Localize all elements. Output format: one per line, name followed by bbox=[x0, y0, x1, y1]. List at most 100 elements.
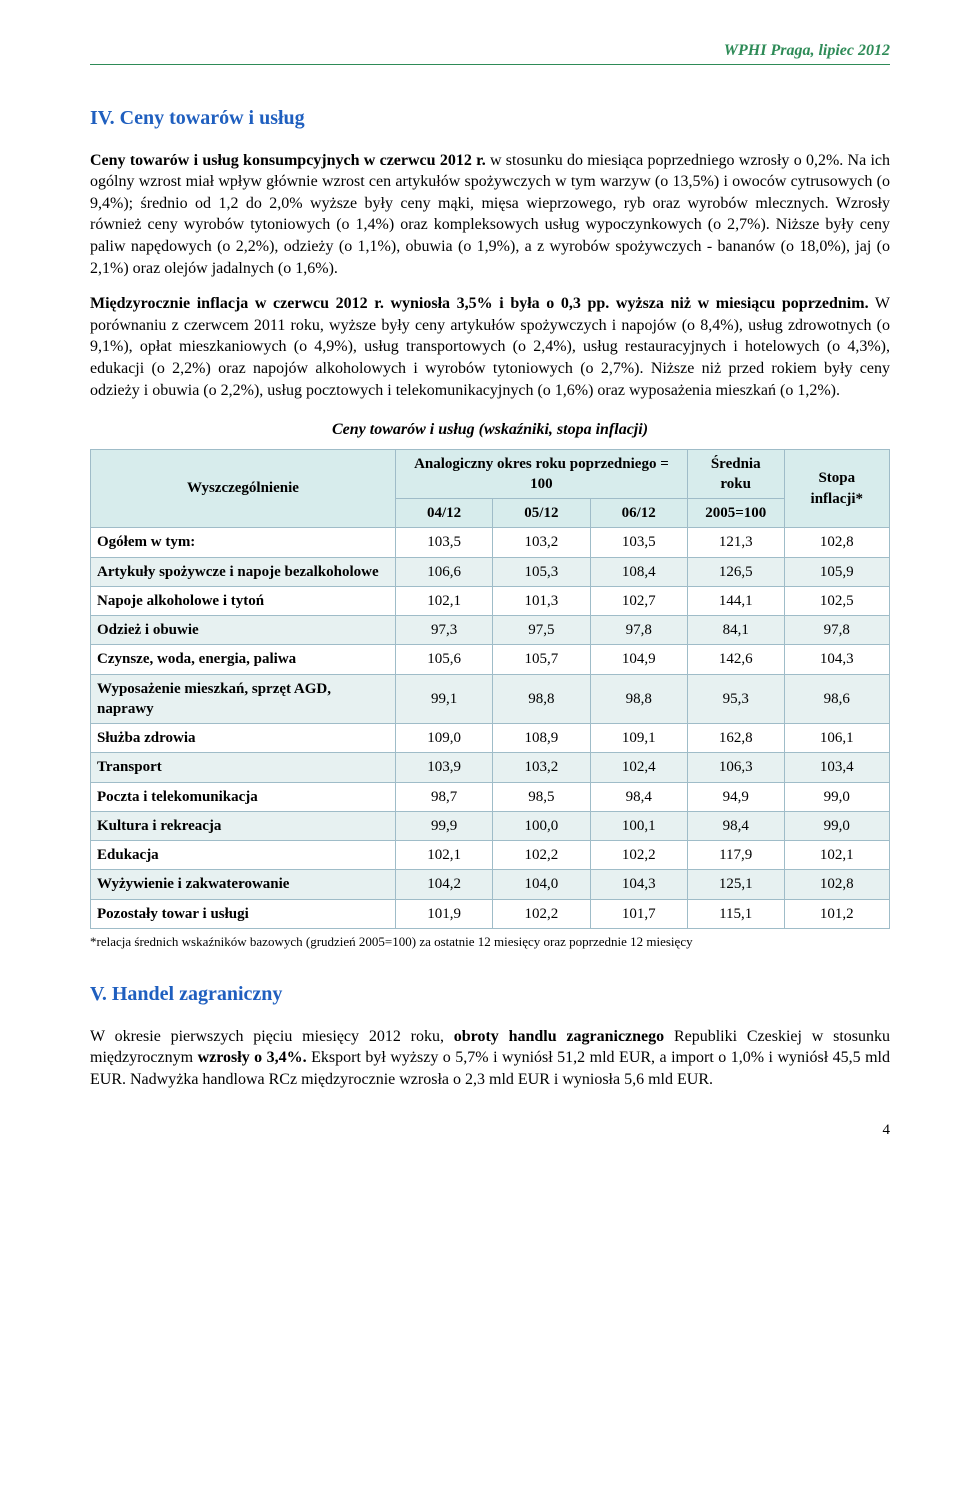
row-value: 98,4 bbox=[590, 782, 687, 811]
table-row: Służba zdrowia109,0108,9109,1162,8106,1 bbox=[91, 724, 890, 753]
row-value: 99,9 bbox=[395, 811, 492, 840]
table-row: Kultura i rekreacja99,9100,0100,198,499,… bbox=[91, 811, 890, 840]
row-value: 98,4 bbox=[687, 811, 784, 840]
section-v-paragraph-1: W okresie pierwszych pięciu miesięcy 201… bbox=[90, 1026, 890, 1091]
row-value: 105,9 bbox=[784, 557, 889, 586]
row-label: Ogółem w tym: bbox=[91, 528, 396, 557]
row-value: 101,9 bbox=[395, 899, 492, 928]
page-container: WPHI Praga, lipiec 2012 IV. Ceny towarów… bbox=[0, 0, 960, 1171]
row-value: 97,8 bbox=[784, 616, 889, 645]
table-row: Artykuły spożywcze i napoje bezalkoholow… bbox=[91, 557, 890, 586]
row-value: 121,3 bbox=[687, 528, 784, 557]
th-inflation: Stopa inflacji* bbox=[784, 449, 889, 528]
row-label: Wyposażenie mieszkań, sprzęt AGD, napraw… bbox=[91, 674, 396, 724]
row-value: 100,1 bbox=[590, 811, 687, 840]
row-value: 94,9 bbox=[687, 782, 784, 811]
row-value: 115,1 bbox=[687, 899, 784, 928]
page-number: 4 bbox=[90, 1120, 890, 1140]
section-iv-paragraph-1: Ceny towarów i usług konsumpcyjnych w cz… bbox=[90, 150, 890, 280]
p3-bold: Międzyrocznie inflacja w czerwcu 2012 r.… bbox=[90, 295, 869, 312]
row-value: 125,1 bbox=[687, 870, 784, 899]
row-value: 162,8 bbox=[687, 724, 784, 753]
row-label: Kultura i rekreacja bbox=[91, 811, 396, 840]
th-category: Wyszczególnienie bbox=[91, 449, 396, 528]
row-label: Transport bbox=[91, 753, 396, 782]
row-label: Pozostały towar i usługi bbox=[91, 899, 396, 928]
row-value: 101,3 bbox=[493, 586, 590, 615]
row-value: 117,9 bbox=[687, 841, 784, 870]
row-value: 102,8 bbox=[784, 528, 889, 557]
row-value: 103,2 bbox=[493, 753, 590, 782]
row-value: 102,2 bbox=[493, 899, 590, 928]
row-value: 103,5 bbox=[590, 528, 687, 557]
row-value: 105,3 bbox=[493, 557, 590, 586]
row-value: 105,7 bbox=[493, 645, 590, 674]
row-value: 102,1 bbox=[784, 841, 889, 870]
section-iv-paragraph-2: Międzyrocznie inflacja w czerwcu 2012 r.… bbox=[90, 293, 890, 401]
table-head: Wyszczególnienie Analogiczny okres roku … bbox=[91, 449, 890, 528]
row-value: 102,7 bbox=[590, 586, 687, 615]
row-value: 144,1 bbox=[687, 586, 784, 615]
row-value: 108,9 bbox=[493, 724, 590, 753]
row-value: 104,9 bbox=[590, 645, 687, 674]
row-value: 104,0 bbox=[493, 870, 590, 899]
row-value: 102,1 bbox=[395, 841, 492, 870]
th-0412: 04/12 bbox=[395, 499, 492, 528]
row-value: 103,4 bbox=[784, 753, 889, 782]
p1-rest: w stosunku do miesiąca poprzedniego wzro… bbox=[486, 152, 844, 169]
row-label: Wyżywienie i zakwaterowanie bbox=[91, 870, 396, 899]
row-label: Poczta i telekomunikacja bbox=[91, 782, 396, 811]
table-row: Napoje alkoholowe i tytoń102,1101,3102,7… bbox=[91, 586, 890, 615]
row-value: 100,0 bbox=[493, 811, 590, 840]
row-value: 97,5 bbox=[493, 616, 590, 645]
row-label: Napoje alkoholowe i tytoń bbox=[91, 586, 396, 615]
row-value: 103,5 bbox=[395, 528, 492, 557]
row-value: 99,1 bbox=[395, 674, 492, 724]
row-value: 97,3 bbox=[395, 616, 492, 645]
row-value: 109,1 bbox=[590, 724, 687, 753]
row-value: 105,6 bbox=[395, 645, 492, 674]
table-title: Ceny towarów i usług (wskaźniki, stopa i… bbox=[90, 419, 890, 441]
table-row: Transport103,9103,2102,4106,3103,4 bbox=[91, 753, 890, 782]
row-label: Odzież i obuwie bbox=[91, 616, 396, 645]
v-p1b1: obroty handlu zagranicznego bbox=[454, 1028, 664, 1045]
table-row: Ogółem w tym:103,5103,2103,5121,3102,8 bbox=[91, 528, 890, 557]
top-header: WPHI Praga, lipiec 2012 bbox=[90, 40, 890, 65]
row-value: 101,2 bbox=[784, 899, 889, 928]
table-row: Wyżywienie i zakwaterowanie104,2104,0104… bbox=[91, 870, 890, 899]
row-value: 98,5 bbox=[493, 782, 590, 811]
table-body: Ogółem w tym:103,5103,2103,5121,3102,8Ar… bbox=[91, 528, 890, 929]
row-value: 99,0 bbox=[784, 811, 889, 840]
row-value: 102,2 bbox=[493, 841, 590, 870]
table-row: Odzież i obuwie97,397,597,884,197,8 bbox=[91, 616, 890, 645]
row-value: 126,5 bbox=[687, 557, 784, 586]
th-0512: 05/12 bbox=[493, 499, 590, 528]
row-value: 142,6 bbox=[687, 645, 784, 674]
row-value: 102,2 bbox=[590, 841, 687, 870]
table-row: Poczta i telekomunikacja98,798,598,494,9… bbox=[91, 782, 890, 811]
p2: Na ich ogólny wzrost miał wpływ głównie … bbox=[90, 152, 890, 277]
section-v-title: V. Handel zagraniczny bbox=[90, 981, 890, 1008]
row-value: 104,3 bbox=[590, 870, 687, 899]
th-group: Analogiczny okres roku poprzedniego = 10… bbox=[395, 449, 687, 499]
row-value: 98,6 bbox=[784, 674, 889, 724]
row-label: Edukacja bbox=[91, 841, 396, 870]
row-value: 101,7 bbox=[590, 899, 687, 928]
v-p1b2: wzrosły o 3,4%. bbox=[198, 1049, 307, 1066]
table-row: Czynsze, woda, energia, paliwa105,6105,7… bbox=[91, 645, 890, 674]
price-index-table: Wyszczególnienie Analogiczny okres roku … bbox=[90, 449, 890, 929]
table-row: Edukacja102,1102,2102,2117,9102,1 bbox=[91, 841, 890, 870]
v-p1a: W okresie pierwszych pięciu miesięcy 201… bbox=[90, 1028, 454, 1045]
row-value: 109,0 bbox=[395, 724, 492, 753]
section-iv-title: IV. Ceny towarów i usług bbox=[90, 105, 890, 132]
row-value: 84,1 bbox=[687, 616, 784, 645]
row-value: 104,3 bbox=[784, 645, 889, 674]
row-value: 106,3 bbox=[687, 753, 784, 782]
p1-bold: Ceny towarów i usług konsumpcyjnych w cz… bbox=[90, 152, 486, 169]
row-value: 104,2 bbox=[395, 870, 492, 899]
row-value: 95,3 bbox=[687, 674, 784, 724]
row-label: Służba zdrowia bbox=[91, 724, 396, 753]
row-value: 97,8 bbox=[590, 616, 687, 645]
row-value: 102,8 bbox=[784, 870, 889, 899]
row-value: 98,8 bbox=[493, 674, 590, 724]
